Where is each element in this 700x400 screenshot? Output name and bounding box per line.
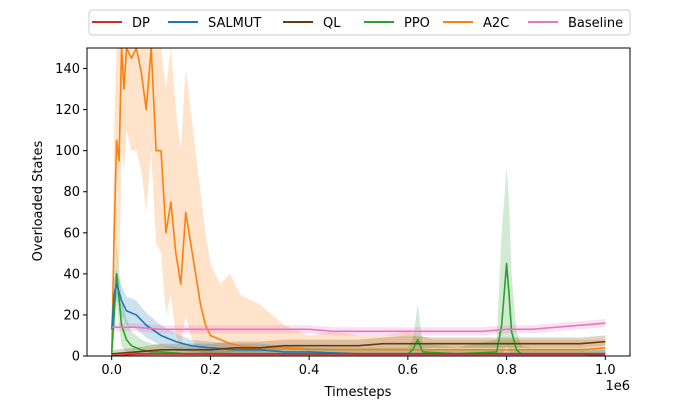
legend-label-ppo: PPO (404, 16, 430, 31)
legend-item-a2c: A2C (443, 16, 509, 31)
legend-box (88, 9, 631, 36)
series-lines (110, 48, 606, 356)
y-tick-label: 20 (63, 308, 80, 323)
ppo-band (111, 167, 606, 356)
legend-item-baseline: Baseline (528, 16, 623, 31)
legend-item-ql: QL (283, 16, 341, 31)
y-tick-label: 100 (55, 144, 80, 159)
legend-label-baseline: Baseline (568, 16, 623, 31)
y-tick-label: 60 (63, 226, 80, 241)
dp-line (111, 353, 606, 356)
confidence-bands (111, 48, 606, 356)
legend-label-ql: QL (323, 16, 341, 31)
x-tick-label: 0.0 (101, 363, 122, 378)
x-axis-label: Timesteps (324, 385, 392, 400)
x-offset-label: 1e6 (605, 379, 630, 394)
legend-item-ppo: PPO (364, 16, 430, 31)
baseline-band (111, 319, 606, 336)
y-tick-label: 0 (72, 350, 80, 365)
y-tick-label: 140 (55, 62, 80, 77)
y-tick-label: 80 (63, 185, 80, 200)
y-tick-label: 40 (63, 267, 80, 282)
baseline-line (111, 322, 606, 333)
y-axis-label: Overloaded States (31, 140, 46, 261)
legend-label-a2c: A2C (483, 16, 509, 31)
axes: 0.0 0.2 0.4 0.6 0.8 1.0 0 20 40 60 80 100 120 140 (55, 47, 631, 378)
x-tick-label: 1.0 (595, 363, 616, 378)
x-tick-label: 0.4 (299, 363, 320, 378)
legend-label-dp: DP (132, 16, 150, 31)
x-tick-label: 0.8 (496, 363, 517, 378)
a2c-band (111, 48, 606, 356)
legend-label-salmut: SALMUT (208, 16, 261, 31)
a2c-line (110, 48, 606, 356)
x-tick-label: 0.2 (200, 363, 221, 378)
legend-item-salmut: SALMUT (168, 16, 261, 31)
plot-frame (86, 47, 631, 357)
y-tick-label: 120 (55, 103, 80, 118)
x-tick-label: 0.6 (398, 363, 419, 378)
ql-line (111, 340, 606, 355)
legend: DP SALMUT QL PPO A2C Baseline (88, 9, 631, 36)
legend-item-dp: DP (92, 16, 150, 31)
